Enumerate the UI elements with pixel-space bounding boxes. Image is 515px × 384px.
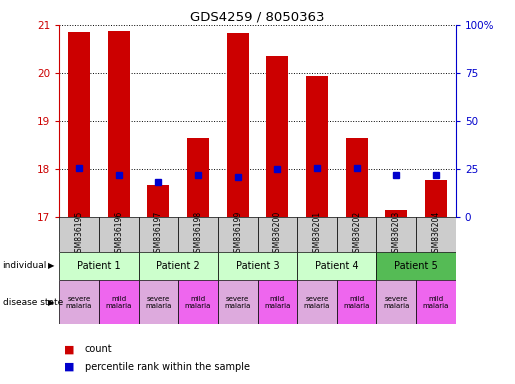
- Text: ▶: ▶: [48, 262, 55, 270]
- Bar: [99, 280, 139, 324]
- Text: percentile rank within the sample: percentile rank within the sample: [85, 362, 250, 372]
- Text: GSM836196: GSM836196: [114, 210, 123, 257]
- Bar: [297, 280, 337, 324]
- Bar: [416, 217, 456, 252]
- Text: GSM836199: GSM836199: [233, 210, 242, 257]
- Text: GSM836201: GSM836201: [313, 210, 321, 257]
- Bar: [218, 280, 258, 324]
- Bar: [59, 217, 99, 252]
- Text: severe
malaria: severe malaria: [225, 296, 251, 309]
- Text: ■: ■: [64, 362, 75, 372]
- Bar: [425, 180, 447, 217]
- Bar: [218, 217, 258, 252]
- Text: disease state: disease state: [3, 298, 63, 307]
- Bar: [178, 217, 218, 252]
- Text: GSM836197: GSM836197: [154, 210, 163, 257]
- Bar: [187, 138, 209, 217]
- Text: mild
malaria: mild malaria: [264, 296, 290, 309]
- Bar: [178, 280, 218, 324]
- Text: GSM836198: GSM836198: [194, 210, 202, 257]
- Text: count: count: [85, 344, 113, 354]
- Text: GSM836202: GSM836202: [352, 210, 361, 257]
- Title: GDS4259 / 8050363: GDS4259 / 8050363: [190, 11, 325, 24]
- Text: Patient 2: Patient 2: [157, 261, 200, 271]
- Bar: [68, 32, 90, 217]
- Bar: [376, 280, 416, 324]
- Text: GSM836200: GSM836200: [273, 210, 282, 257]
- Bar: [108, 31, 130, 217]
- Bar: [346, 138, 368, 217]
- Bar: [416, 280, 456, 324]
- Bar: [258, 217, 297, 252]
- Bar: [376, 217, 416, 252]
- Bar: [337, 217, 376, 252]
- Text: mild
malaria: mild malaria: [185, 296, 211, 309]
- Text: mild
malaria: mild malaria: [344, 296, 370, 309]
- Bar: [297, 217, 337, 252]
- Text: Patient 1: Patient 1: [77, 261, 121, 271]
- Text: ■: ■: [64, 344, 75, 354]
- Bar: [139, 252, 218, 280]
- Bar: [266, 56, 288, 217]
- Text: GSM836204: GSM836204: [432, 210, 440, 257]
- Text: GSM836203: GSM836203: [392, 210, 401, 257]
- Bar: [376, 252, 456, 280]
- Text: individual: individual: [3, 262, 47, 270]
- Bar: [306, 76, 328, 217]
- Bar: [337, 280, 376, 324]
- Bar: [139, 280, 178, 324]
- Bar: [385, 210, 407, 217]
- Text: GSM836195: GSM836195: [75, 210, 83, 257]
- Text: mild
malaria: mild malaria: [423, 296, 449, 309]
- Bar: [258, 280, 297, 324]
- Bar: [218, 252, 297, 280]
- Bar: [99, 217, 139, 252]
- Text: ▶: ▶: [48, 298, 55, 307]
- Text: severe
malaria: severe malaria: [383, 296, 409, 309]
- Bar: [59, 280, 99, 324]
- Text: Patient 4: Patient 4: [315, 261, 358, 271]
- Text: severe
malaria: severe malaria: [304, 296, 330, 309]
- Text: Patient 3: Patient 3: [236, 261, 279, 271]
- Bar: [139, 217, 178, 252]
- Text: severe
malaria: severe malaria: [66, 296, 92, 309]
- Text: mild
malaria: mild malaria: [106, 296, 132, 309]
- Bar: [147, 185, 169, 217]
- Bar: [297, 252, 376, 280]
- Text: Patient 5: Patient 5: [394, 261, 438, 271]
- Bar: [59, 252, 139, 280]
- Bar: [227, 33, 249, 217]
- Text: severe
malaria: severe malaria: [145, 296, 171, 309]
